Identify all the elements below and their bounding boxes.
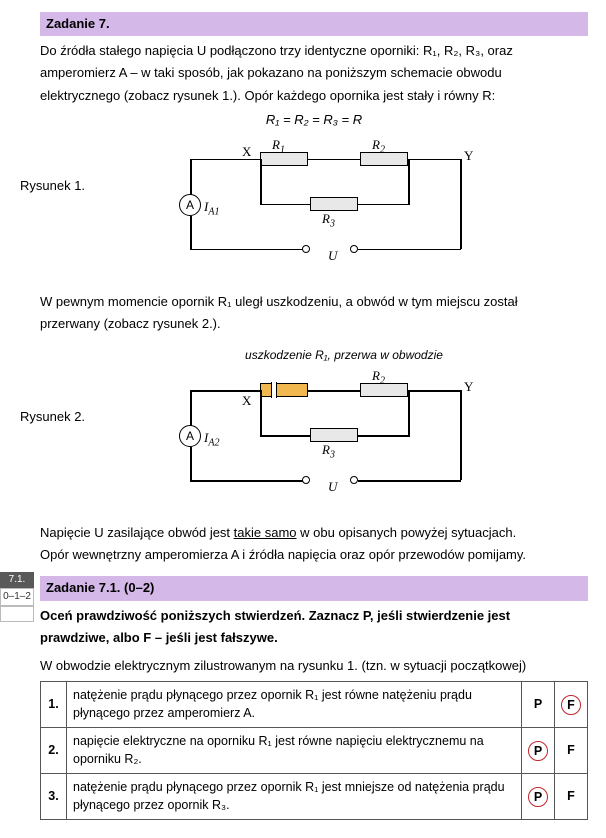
label-r1: R1 <box>272 136 285 158</box>
figure-1-label: Rysunek 1. <box>20 177 85 195</box>
intro-text-2: amperomierz A – w taki sposób, jak pokaz… <box>40 64 588 82</box>
cell-p[interactable]: P <box>522 774 555 820</box>
terminal-left-2 <box>302 476 310 484</box>
label-u2: U <box>328 478 337 496</box>
margin-badges: 7.1. 0–1–2 <box>0 572 34 622</box>
cell-f[interactable]: F <box>555 682 588 728</box>
row-num: 2. <box>41 728 67 774</box>
para3-1: Napięcie U zasilające obwód jest takie s… <box>40 524 588 542</box>
intro-text-3: elektrycznego (zobacz rysunek 1.). Opór … <box>40 87 588 105</box>
label-x: X <box>242 143 251 161</box>
row-num: 1. <box>41 682 67 728</box>
cell-p[interactable]: P <box>522 728 555 774</box>
table-row: 1. natężenie prądu płynącego przez oporn… <box>41 682 588 728</box>
resistor-r1-broken <box>260 383 308 397</box>
label-x2: X <box>242 392 251 410</box>
row-num: 3. <box>41 774 67 820</box>
label-y2: Y <box>464 378 473 396</box>
row-text: natężenie prądu płynącego przez opornik … <box>67 774 522 820</box>
instr-2: prawdziwe, albo F – jeśli jest fałszywe. <box>40 629 588 647</box>
row-text: napięcie elektryczne na oporniku R₁ jest… <box>67 728 522 774</box>
intro-text-1: Do źródła stałego napięcia U podłączono … <box>40 42 588 60</box>
badge-score: 0–1–2 <box>0 588 34 606</box>
para2-2: przerwany (zobacz rysunek 2.). <box>40 315 588 333</box>
terminal-right <box>350 245 358 253</box>
resistor-r3-fig2 <box>310 428 358 442</box>
cell-f[interactable]: F <box>555 774 588 820</box>
figure-2: Rysunek 2. R2 X Y R3 A IA2 U <box>40 370 588 510</box>
resistor-r3 <box>310 197 358 211</box>
circuit-2: R2 X Y R3 A IA2 U <box>150 370 490 500</box>
figure-2-caption: uszkodzenie R₁, przerwa w obwodzie <box>100 347 588 364</box>
label-r3: R3 <box>322 210 335 232</box>
cell-f[interactable]: F <box>555 728 588 774</box>
label-y: Y <box>464 147 473 165</box>
row-text: natężenie prądu płynącego przez opornik … <box>67 682 522 728</box>
figure-2-label: Rysunek 2. <box>20 408 85 426</box>
terminal-right-2 <box>350 476 358 484</box>
badge-7-1: 7.1. <box>0 572 34 588</box>
label-r3-fig2: R3 <box>322 441 335 463</box>
equation: R₁ = R₂ = R₃ = R <box>40 111 588 129</box>
figure-1: Rysunek 1. R1 R2 X Y R3 A IA1 U <box>40 139 588 279</box>
label-ia2: IA2 <box>204 429 219 451</box>
label-r2: R2 <box>372 136 385 158</box>
instr-1: Oceń prawdziwość poniższych stwierdzeń. … <box>40 607 588 625</box>
task-header: Zadanie 7. <box>40 12 588 36</box>
table-row: 2. napięcie elektryczne na oporniku R₁ j… <box>41 728 588 774</box>
para3-2: Opór wewnętrzny amperomierza A i źródła … <box>40 546 588 564</box>
context: W obwodzie elektrycznym zilustrowanym na… <box>40 657 588 675</box>
label-r2-fig2: R2 <box>372 367 385 389</box>
cell-p[interactable]: P <box>522 682 555 728</box>
table-row: 3. natężenie prądu płynącego przez oporn… <box>41 774 588 820</box>
para2-1: W pewnym momencie opornik R₁ uległ uszko… <box>40 293 588 311</box>
label-ia1: IA1 <box>204 198 219 220</box>
true-false-table: 1. natężenie prądu płynącego przez oporn… <box>40 681 588 820</box>
badge-empty <box>0 606 34 622</box>
terminal-left <box>302 245 310 253</box>
ammeter-2: A <box>179 425 201 447</box>
circuit-1: R1 R2 X Y R3 A IA1 U <box>150 139 490 269</box>
label-u: U <box>328 247 337 265</box>
sub-task-header: Zadanie 7.1. (0–2) <box>40 576 588 600</box>
ammeter: A <box>179 194 201 216</box>
